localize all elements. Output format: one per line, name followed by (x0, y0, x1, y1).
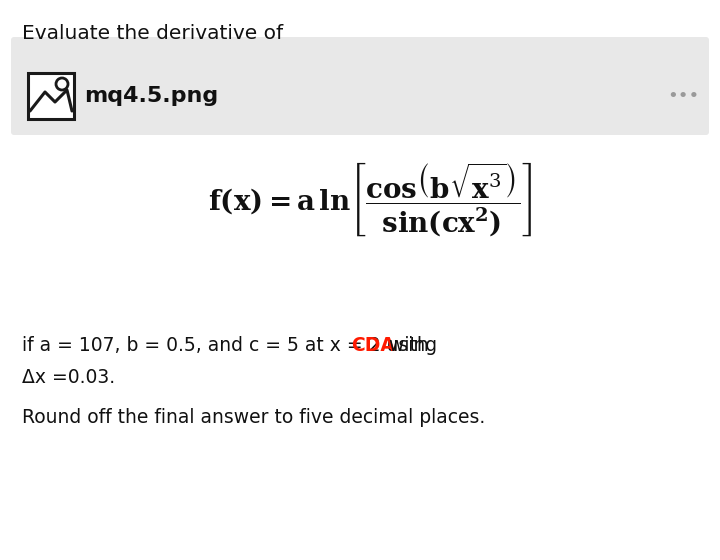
FancyBboxPatch shape (11, 37, 709, 135)
Text: with: with (377, 336, 429, 355)
Text: Round off the final answer to five decimal places.: Round off the final answer to five decim… (22, 408, 485, 427)
Text: mq4.5.png: mq4.5.png (84, 86, 218, 106)
Text: if a = 107, b = 0.5, and c = 5 at x = 2 using: if a = 107, b = 0.5, and c = 5 at x = 2 … (22, 336, 443, 355)
Text: $\mathbf{f(x) = a\,ln}\left[\dfrac{\mathbf{cos}\left(\mathbf{b}\sqrt{\mathbf{x}^: $\mathbf{f(x) = a\,ln}\left[\dfrac{\math… (208, 160, 532, 238)
Text: Evaluate the derivative of: Evaluate the derivative of (22, 24, 283, 43)
Text: •••: ••• (667, 87, 700, 105)
Text: CDA: CDA (351, 336, 395, 355)
Text: Δx =0.03.: Δx =0.03. (22, 368, 115, 387)
Bar (28, 73, 74, 119)
